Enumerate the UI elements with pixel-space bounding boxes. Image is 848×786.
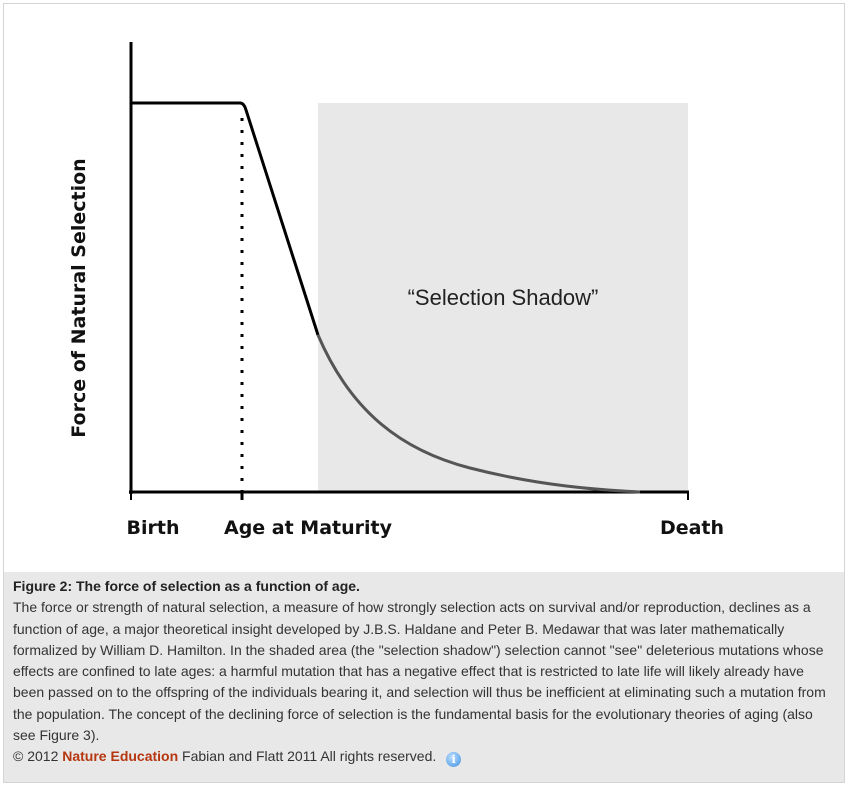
x-label-death: Death bbox=[660, 517, 724, 539]
credit: Fabian and Flatt 2011 All rights reserve… bbox=[182, 748, 437, 765]
info-icon[interactable]: i bbox=[446, 752, 462, 768]
x-label-birth: Birth bbox=[127, 517, 180, 539]
y-axis-label: Force of Natural Selection bbox=[68, 158, 90, 437]
figure-caption: Figure 2: The force of selection as a fu… bbox=[4, 572, 844, 782]
selection-shadow-region bbox=[318, 103, 688, 492]
publisher-link[interactable]: Nature Education bbox=[62, 748, 179, 765]
selection-diagram: “Selection Shadow” Force of Natural Sele… bbox=[68, 42, 724, 539]
caption-credit-line: © 2012 Nature Education Fabian and Flatt… bbox=[13, 746, 835, 768]
caption-title: Figure 2: The force of selection as a fu… bbox=[13, 578, 360, 594]
selection-curve-early bbox=[131, 101, 320, 336]
selection-curve-late bbox=[316, 334, 641, 494]
caption-body: The force or strength of natural selecti… bbox=[13, 599, 826, 744]
shadow-label: “Selection Shadow” bbox=[408, 285, 599, 310]
x-label-maturity: Age at Maturity bbox=[224, 517, 393, 539]
copyright: © 2012 bbox=[13, 748, 59, 765]
